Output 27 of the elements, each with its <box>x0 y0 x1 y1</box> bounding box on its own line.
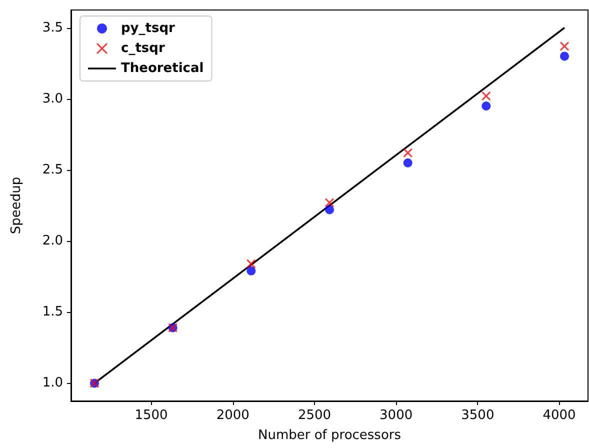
point <box>560 52 569 61</box>
legend-label: Theoretical <box>121 61 204 76</box>
y-tick-label: 3.0 <box>42 91 63 106</box>
y-tick-label: 2.5 <box>42 162 63 178</box>
y-tick-label: 2.0 <box>42 234 63 249</box>
point <box>481 91 491 101</box>
point <box>246 266 256 276</box>
point <box>403 148 413 158</box>
x-tick-label: 3500 <box>461 408 494 423</box>
y-tick-label: 3.5 <box>42 20 63 36</box>
x-tick-label: 1500 <box>134 408 168 423</box>
y-tick-label: 1.5 <box>42 304 63 320</box>
x-tick-label: 2500 <box>298 408 332 423</box>
point <box>560 42 570 52</box>
x-tick-label: 2000 <box>216 408 250 423</box>
point <box>325 205 334 214</box>
x-tick-label: 3000 <box>380 408 413 423</box>
legend-label: py_tsqr <box>121 21 176 36</box>
x-axis-title: Number of processors <box>258 428 402 443</box>
point <box>403 158 412 168</box>
x-tick-label: 4000 <box>542 408 576 423</box>
legend-label: c_tsqr <box>121 41 166 56</box>
point <box>324 198 334 208</box>
y-axis-title: Speedup <box>9 176 24 234</box>
y-tick-label: 1.0 <box>42 376 63 391</box>
point <box>246 259 256 269</box>
point <box>482 101 491 110</box>
